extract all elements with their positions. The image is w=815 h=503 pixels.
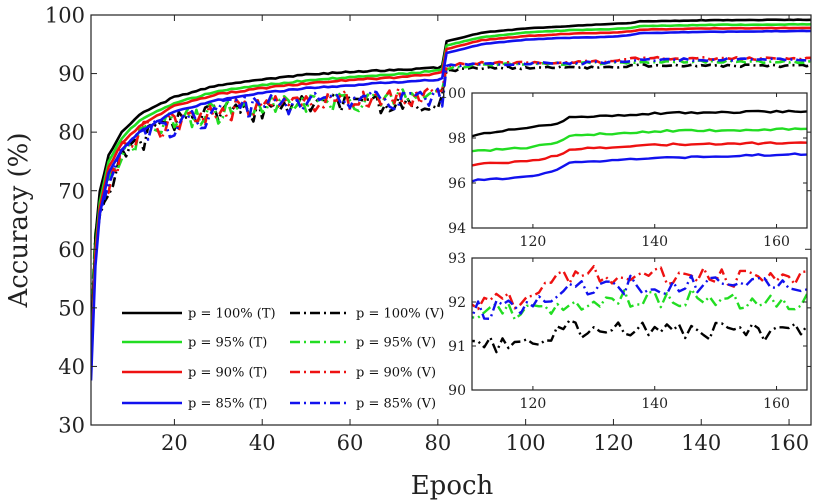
series-line-100-t [472,109,807,138]
validation-inset-ytick-label: 92 [448,295,466,311]
main-xtick-label: 80 [424,431,451,455]
series-line-90-t [91,26,811,372]
main-ytick-label: 30 [58,414,85,438]
training-inset-xtick-label: 160 [763,234,790,250]
main-ytick-label: 50 [58,296,85,320]
legend-label-100-t: p = 100% (T) [188,307,276,322]
validation-inset-ytick-label: 91 [448,339,466,355]
validation-inset-xtick-label: 140 [641,396,668,412]
training-inset-ytick-label: 100 [439,86,466,102]
training-inset-lines [472,109,807,183]
validation-inset-background [472,258,807,390]
main-xtick-label: 20 [161,431,188,455]
series-line-90-v [472,265,807,311]
legend-label-90-t: p = 90% (T) [188,366,267,381]
series-line-100-v [91,63,811,344]
training-inset-frame [471,92,808,229]
validation-inset-ytick-label: 90 [448,383,466,399]
training-inset-xtick-label: 140 [641,234,668,250]
main-ytick-label: 70 [58,179,85,203]
training-inset-ytick-label: 98 [448,131,466,147]
main-xtick-label: 140 [681,431,721,455]
validation-inset-frame [471,257,808,391]
legend-label-95-t: p = 95% (T) [188,336,267,351]
legend-label-95-v: p = 95% (V) [356,336,436,351]
training-inset-ytick-label: 94 [448,221,466,237]
validation-inset-ytick-label: 93 [448,251,466,267]
series-line-85-t [91,29,811,381]
series-line-95-t [472,127,807,153]
main-frame [90,14,812,426]
series-line-85-t [472,152,807,183]
series-line-85-v [91,57,811,339]
y-axis-label: Accuracy (%) [4,132,34,308]
validation-inset: 120 140 160 90 91 92 93 [448,251,808,412]
main-ytick-label: 100 [45,4,85,28]
series-line-100-t [91,18,811,355]
training-inset-ytick-label: 96 [448,176,466,192]
main-lines [91,18,811,381]
training-inset: 120 140 160 94 96 98 100 [439,86,808,250]
legend: p = 100% (T) p = 95% (T) p = 90% (T) p = 85… [122,307,444,412]
validation-inset-xtick-label: 160 [763,396,790,412]
series-line-95-t [91,22,811,367]
legend-label-90-v: p = 90% (V) [356,366,436,381]
legend-label-100-v: p = 100% (V) [356,307,444,322]
main-ytick-label: 80 [58,121,85,145]
main-xtick-label: 100 [506,431,546,455]
validation-inset-xtick-label: 120 [520,396,547,412]
validation-inset-lines [472,265,807,354]
series-line-90-t [472,141,807,167]
main-ytick-label: 60 [58,238,85,262]
x-axis-label: Epoch [411,471,494,501]
main-xtick-label: 60 [337,431,364,455]
series-line-95-v [91,58,811,319]
main-ytick-label: 40 [58,355,85,379]
main-xtick-label: 40 [249,431,276,455]
main-xtick-label: 120 [593,431,633,455]
legend-label-85-t: p = 85% (T) [188,397,267,412]
main-xtick-label: 160 [769,431,809,455]
main-ytick-label: 90 [58,62,85,86]
legend-label-85-v: p = 85% (V) [356,397,436,412]
training-inset-xtick-label: 120 [520,234,547,250]
series-line-85-v [472,274,807,320]
